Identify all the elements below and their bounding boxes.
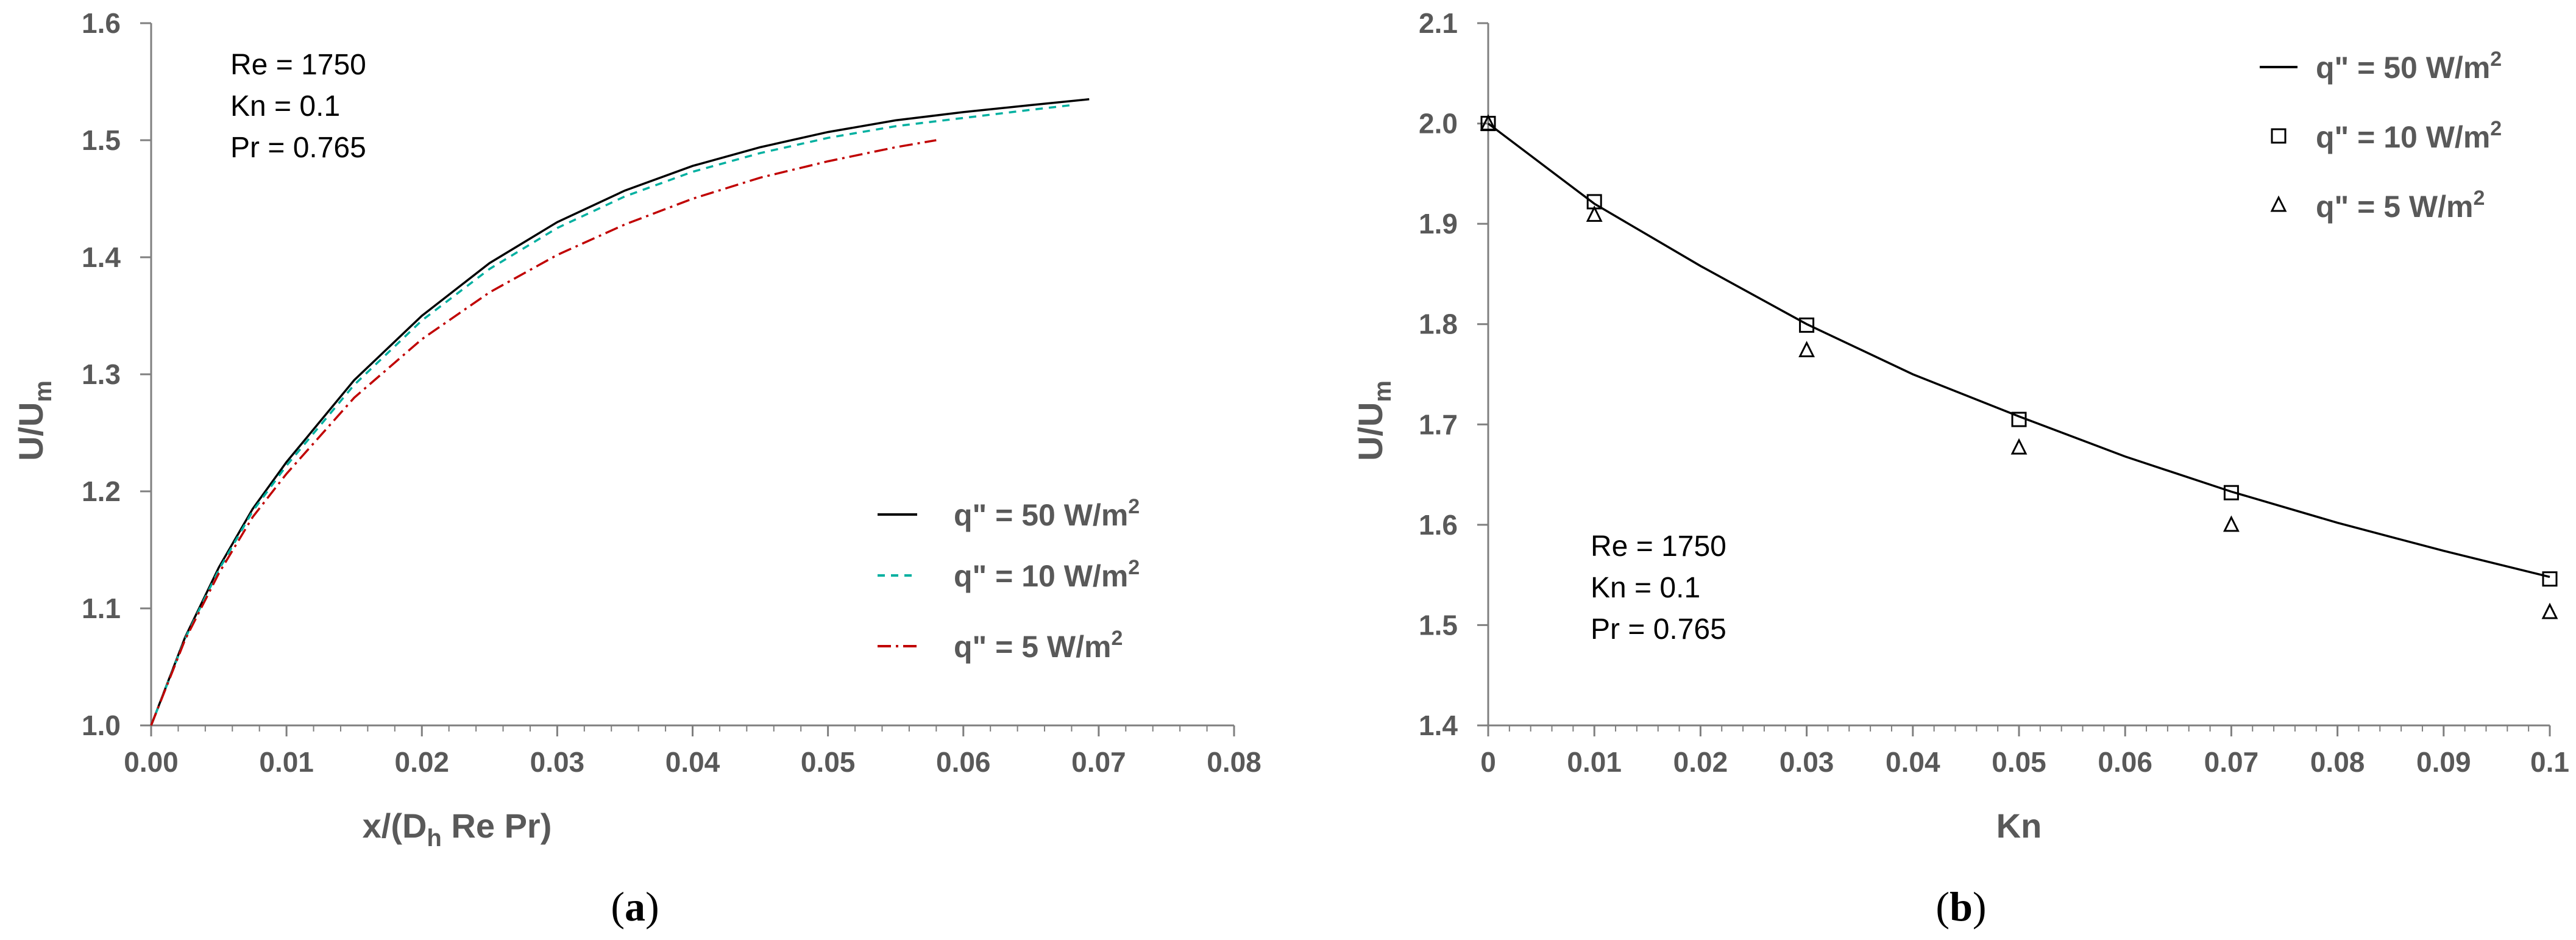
panel-b-annotation: Pr = 0.765 <box>1591 613 1726 646</box>
panel-a-y-tick-label: 1.4 <box>82 241 121 273</box>
panel-a-legend: q" = 50 W/m2 q" = 10 W/m2 q" = 5 W/m2 <box>878 495 1140 664</box>
panel-a-x-tick-label: 0.00 <box>124 746 179 778</box>
panel-b-triangle-marker <box>2223 515 2240 532</box>
panel-a-legend-superscript: 2 <box>1128 556 1140 579</box>
panel-a-series-line-2 <box>150 139 937 726</box>
panel-b-y-tick-label: 1.8 <box>1419 308 1458 340</box>
panel-a-label: (a) <box>611 883 659 930</box>
panel-a-x-tick-label: 0.03 <box>530 746 585 778</box>
chart-panel-b: 0 0.01 0.02 0.03 0.04 0.05 0.06 0.07 0.08 0.09 0.1… <box>1351 7 2569 930</box>
panel-a-legend-label: q" = 5 W/m2 <box>954 627 1123 664</box>
panel-a-axes <box>150 23 1234 727</box>
panel-a-letter: a <box>625 883 645 930</box>
panel-b-x-axis-title: Kn <box>1996 806 2042 845</box>
panel-b-triangle-marker <box>2010 438 2028 455</box>
panel-b-y-tick-label: 1.7 <box>1419 408 1458 440</box>
panel-a-x-axis-title-main: x/(D <box>363 806 427 845</box>
panel-a-y-tick-label: 1.1 <box>82 593 121 624</box>
panel-b-series <box>1480 114 2558 619</box>
panel-b-letter: b <box>1950 883 1973 930</box>
panel-b-x-tick-label: 0 <box>1480 746 1496 778</box>
panel-a-x-axis-title-rest: Re Pr) <box>442 806 552 845</box>
panel-b-x-tick-label: 0.07 <box>2204 746 2259 778</box>
panel-a-y-tick-label: 1.3 <box>82 358 121 390</box>
panel-b-y-axis-title-sub: m <box>1369 380 1396 402</box>
panel-b-x-tick-label: 0.02 <box>1673 746 1728 778</box>
panel-a-ticks: 0.00 0.01 0.02 0.03 0.04 0.05 0.06 0.07 0.08 1.0 1… <box>82 7 1261 778</box>
panel-b-legend: q" = 50 W/m2 q" = 10 W/m2 q" = 5 W/m2 <box>2260 48 2502 224</box>
panel-a-y-tick-label: 1.2 <box>82 475 121 507</box>
panel-b-legend-swatch <box>2270 195 2287 212</box>
panel-a-y-axis-title-main: U/U <box>12 402 50 461</box>
panel-b-legend-swatch <box>2271 128 2287 144</box>
panel-b-y-tick-label: 2.1 <box>1419 7 1458 39</box>
panel-a-x-tick-label: 0.07 <box>1071 746 1126 778</box>
panel-a-y-axis-title-sub: m <box>30 380 57 402</box>
panel-b-square-marker <box>1799 317 1815 333</box>
panel-a-y-tick-label: 1.5 <box>82 124 121 156</box>
panel-b-y-axis-title: U/Um <box>1351 380 1396 461</box>
panel-b-legend-superscript: 2 <box>2490 48 2502 71</box>
panel-b-x-tick-label: 0.04 <box>1886 746 1940 778</box>
panel-a-legend-superscript: 2 <box>1128 495 1140 518</box>
panel-b-annotation: Re = 1750 <box>1591 530 1726 563</box>
panel-b-y-axis-title-main: U/U <box>1351 402 1389 461</box>
panel-a-annotation: Kn = 0.1 <box>230 90 340 123</box>
panel-a-series-line-0 <box>150 98 1090 726</box>
panel-a-x-axis-title: x/(Dh Re Pr) <box>363 806 552 852</box>
panel-a-annotation: Re = 1750 <box>230 49 366 81</box>
panel-a-x-tick-label: 0.08 <box>1207 746 1261 778</box>
panel-b-legend-label: q" = 5 W/m2 <box>2316 187 2485 224</box>
panel-b-legend-label: q" = 10 W/m2 <box>2316 117 2502 154</box>
panel-a-y-tick-label: 1.0 <box>82 710 121 741</box>
panel-b-y-tick-label: 2.0 <box>1419 108 1458 140</box>
panel-a-annotations: Re = 1750 Kn = 0.1 Pr = 0.765 <box>230 49 366 164</box>
panel-a-legend-label: q" = 10 W/m2 <box>954 556 1140 593</box>
chart-panel-a: 0.00 0.01 0.02 0.03 0.04 0.05 0.06 0.07 0.08 1.0 1… <box>12 7 1261 930</box>
panel-b-annotation: Kn = 0.1 <box>1591 572 1700 604</box>
panel-a-series <box>150 98 1090 726</box>
panel-a-y-tick-label: 1.6 <box>82 7 121 39</box>
panel-b-triangle-marker <box>1586 205 1603 222</box>
panel-b-square-marker <box>2011 411 2027 427</box>
panel-a-x-tick-label: 0.01 <box>259 746 314 778</box>
panel-b-x-tick-label: 0.09 <box>2416 746 2471 778</box>
panel-a-legend-label: q" = 50 W/m2 <box>954 495 1140 532</box>
panel-a-x-axis-title-sub: h <box>427 825 441 852</box>
panel-b-triangle-marker <box>2541 602 2558 619</box>
panel-a-x-tick-label: 0.02 <box>394 746 449 778</box>
panel-b-series-line-0 <box>1487 123 2550 579</box>
panel-b-y-tick-label: 1.5 <box>1419 609 1458 641</box>
panel-b-legend-superscript: 2 <box>2490 117 2502 140</box>
panel-b-x-tick-label: 0.1 <box>2530 746 2569 778</box>
panel-b-x-tick-label: 0.03 <box>1779 746 1834 778</box>
panel-b-x-tick-label: 0.08 <box>2310 746 2365 778</box>
panel-b-x-tick-label: 0.01 <box>1567 746 1622 778</box>
panel-b-triangle-marker <box>1480 114 1497 131</box>
panel-a-x-tick-label: 0.06 <box>936 746 991 778</box>
panel-a-x-tick-label: 0.04 <box>665 746 720 778</box>
panel-b-y-tick-label: 1.9 <box>1419 208 1458 240</box>
panel-b-y-tick-label: 1.6 <box>1419 509 1458 541</box>
panel-b-x-tick-label: 0.05 <box>1992 746 2046 778</box>
panel-b-label: (b) <box>1936 883 1986 930</box>
panel-a-annotation: Pr = 0.765 <box>230 132 366 164</box>
panel-b-square-marker <box>2542 571 2558 587</box>
panel-b-ticks: 0 0.01 0.02 0.03 0.04 0.05 0.06 0.07 0.08 0.09 0.1… <box>1419 7 2569 778</box>
panel-b-legend-superscript: 2 <box>2473 187 2485 210</box>
panel-b-legend-label: q" = 50 W/m2 <box>2316 48 2502 85</box>
panel-b-annotations: Re = 1750 Kn = 0.1 Pr = 0.765 <box>1591 530 1726 646</box>
panel-b-x-tick-label: 0.06 <box>2098 746 2152 778</box>
panel-b-square-marker <box>2223 485 2239 500</box>
panel-b-triangle-marker <box>1798 341 1815 358</box>
panel-a-y-axis-title: U/Um <box>12 380 57 461</box>
panel-a-legend-superscript: 2 <box>1111 627 1123 650</box>
panel-b-y-tick-label: 1.4 <box>1419 710 1458 741</box>
panel-a-series-line-1 <box>150 104 1072 726</box>
panel-a-x-tick-label: 0.05 <box>801 746 856 778</box>
